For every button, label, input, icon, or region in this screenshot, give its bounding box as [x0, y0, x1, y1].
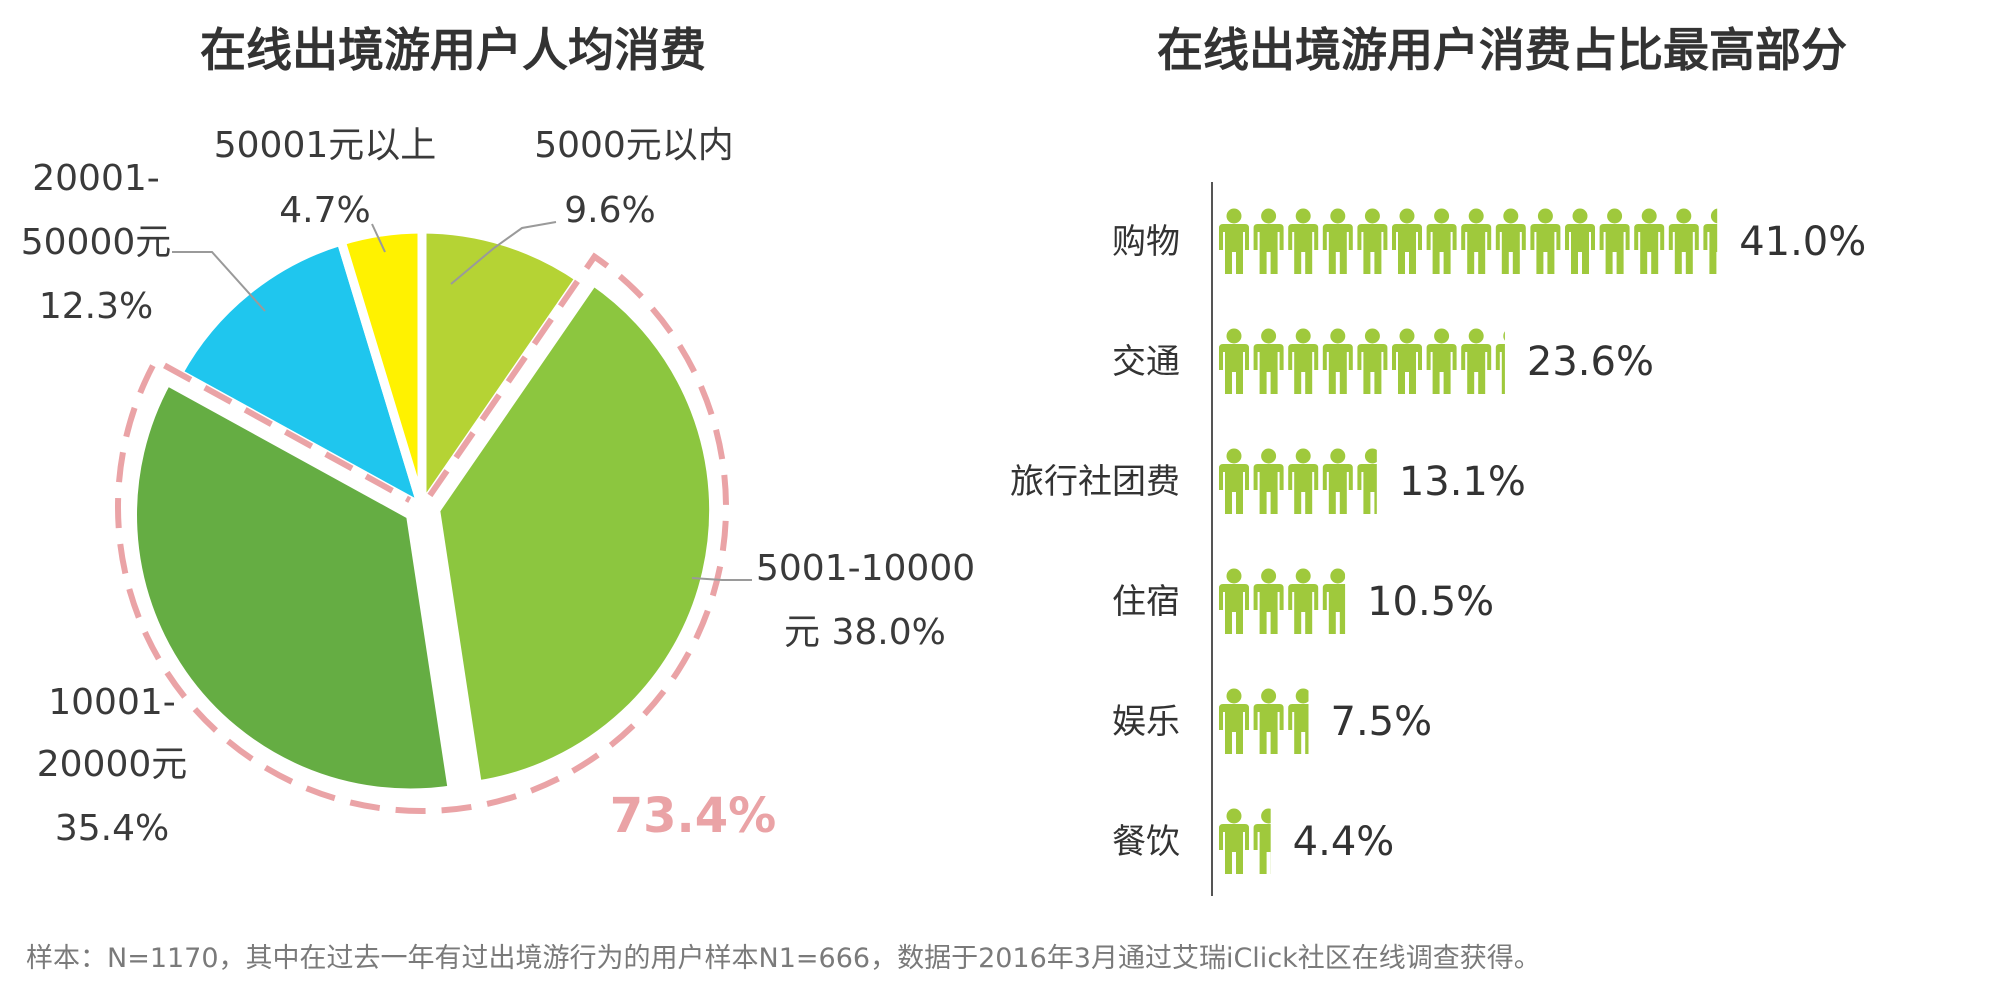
- person-icon: [1219, 208, 1249, 274]
- bar-row-4: 娱乐 7.5%: [1112, 688, 1433, 754]
- value-label-3: 10.5%: [1367, 579, 1494, 625]
- footnote: 样本：N=1170，其中在过去一年有过出境游行为的用户样本N1=666，数据于2…: [26, 943, 1541, 974]
- category-label-3: 住宿: [1112, 582, 1180, 622]
- slice-label-3-line3: 12.3%: [39, 286, 153, 327]
- person-icon: [1461, 328, 1492, 394]
- person-icon: [1322, 208, 1353, 274]
- slice-label-2-line2: 20000元: [37, 744, 188, 785]
- person-icon: [1288, 448, 1319, 514]
- person-icon: [1530, 208, 1561, 274]
- person-icon: [1219, 568, 1249, 634]
- slice-label-1-line1: 5001-10000: [756, 548, 975, 589]
- person-icon: [1219, 808, 1249, 874]
- slice-label-2-line1: 10001-: [48, 682, 176, 723]
- pie-chart-title: 在线出境游用户人均消费: [200, 23, 706, 77]
- person-icon: [1357, 208, 1388, 274]
- pictogram-bars: 购物 41.0% 交通 23.6% 旅行社团费 13.1% 住宿 10.5% 娱乐 7.5% 餐饮 4…: [1010, 208, 1866, 874]
- pictogram-bar-3: [1219, 568, 1346, 634]
- person-icon: [1599, 208, 1630, 274]
- leader-line-0: [450, 221, 557, 285]
- person-icon: [1634, 208, 1665, 274]
- person-icon: [1426, 208, 1457, 274]
- slice-label-4-line2: 4.7%: [279, 190, 370, 231]
- bar-row-2: 旅行社团费 13.1%: [1010, 448, 1526, 514]
- person-icon: [1357, 328, 1388, 394]
- person-icon: [1288, 328, 1319, 394]
- value-label-1: 23.6%: [1527, 339, 1654, 385]
- bar-row-5: 餐饮 4.4%: [1112, 808, 1395, 874]
- person-icon: [1288, 688, 1309, 754]
- person-icon: [1668, 208, 1699, 274]
- person-icon: [1392, 328, 1422, 394]
- pie-slice-1: [431, 276, 719, 790]
- person-icon: [1322, 568, 1346, 634]
- person-icon: [1253, 208, 1284, 274]
- slice-label-0-line1: 5000元以内: [534, 125, 734, 166]
- person-icon: [1322, 328, 1353, 394]
- person-icon: [1219, 688, 1249, 754]
- person-icon: [1253, 808, 1271, 874]
- person-icon: [1495, 328, 1505, 394]
- slice-label-2-line3: 35.4%: [55, 808, 169, 849]
- bar-row-1: 交通 23.6%: [1112, 328, 1654, 394]
- person-icon: [1392, 208, 1422, 274]
- highlight-dashed-outline: [115, 252, 729, 814]
- pie-slice-2: [128, 376, 457, 798]
- slice-label-1-line2: 元 38.0%: [784, 612, 946, 653]
- pictogram-bar-1: [1219, 328, 1505, 394]
- person-icon: [1219, 328, 1249, 394]
- leader-line-4: [371, 223, 386, 253]
- bar-row-3: 住宿 10.5%: [1112, 568, 1494, 634]
- person-icon: [1253, 688, 1284, 754]
- leader-line-3: [172, 251, 266, 312]
- value-label-5: 4.4%: [1293, 819, 1395, 865]
- bar-chart-title: 在线出境游用户消费占比最高部分: [1157, 23, 1847, 77]
- person-icon: [1253, 328, 1284, 394]
- person-icon: [1461, 208, 1492, 274]
- pictogram-bar-4: [1219, 688, 1309, 754]
- category-label-0: 购物: [1112, 222, 1180, 262]
- slice-label-0-line2: 9.6%: [564, 190, 655, 231]
- pictogram-bar-2: [1219, 448, 1377, 514]
- category-label-4: 娱乐: [1112, 702, 1180, 742]
- value-label-0: 41.0%: [1739, 219, 1866, 265]
- pictogram-bar-5: [1219, 808, 1271, 874]
- pie-labels: 5000元以内 9.6% 5001-10000 元 38.0% 10001- 2…: [21, 125, 975, 849]
- person-icon: [1357, 448, 1377, 514]
- category-label-5: 餐饮: [1112, 822, 1180, 862]
- slice-label-4-line1: 50001元以上: [214, 125, 437, 166]
- value-label-4: 7.5%: [1331, 699, 1433, 745]
- category-label-2: 旅行社团费: [1010, 462, 1180, 502]
- pie-slice-4: [336, 224, 427, 512]
- person-icon: [1253, 448, 1284, 514]
- person-icon: [1495, 208, 1526, 274]
- person-icon: [1426, 328, 1457, 394]
- bar-row-0: 购物 41.0%: [1112, 208, 1866, 274]
- category-label-1: 交通: [1112, 342, 1180, 382]
- leader-line-1: [691, 577, 752, 581]
- person-icon: [1322, 448, 1353, 514]
- pictogram-bar-0: [1219, 208, 1718, 274]
- person-icon: [1288, 208, 1319, 274]
- value-label-2: 13.1%: [1399, 459, 1526, 505]
- person-icon: [1253, 568, 1284, 634]
- slice-label-3-line1: 20001-: [32, 158, 160, 199]
- person-icon: [1565, 208, 1595, 274]
- person-icon: [1219, 448, 1249, 514]
- person-icon: [1703, 208, 1718, 274]
- slice-label-3-line2: 50000元: [21, 222, 172, 263]
- pie-chart: [115, 224, 729, 814]
- person-icon: [1288, 568, 1319, 634]
- highlight-total-label: 73.4%: [610, 788, 777, 844]
